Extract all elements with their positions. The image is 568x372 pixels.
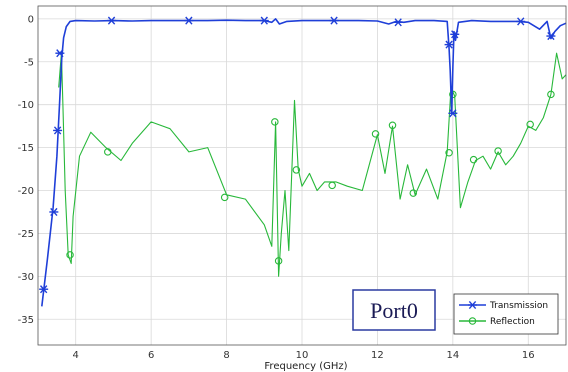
transmission-marker (393, 18, 403, 27)
reflection-line (58, 52, 567, 277)
transmission-marker (39, 285, 49, 294)
y-tick-label: -5 (24, 57, 34, 68)
transmission-marker (107, 16, 117, 25)
x-tick-label: 14 (446, 350, 459, 361)
legend-item-reflection: Reflection (459, 317, 535, 327)
legend-label: Reflection (490, 317, 535, 327)
legend-item-transmission: Transmission (459, 300, 548, 311)
x-tick-label: 8 (223, 350, 229, 361)
legend-label: Transmission (489, 301, 548, 311)
x-tick-label: 4 (73, 350, 79, 361)
y-tick-label: 0 (28, 14, 34, 25)
legend-marker-reflection (468, 317, 477, 325)
y-tick-label: -25 (18, 229, 34, 240)
transmission-marker (55, 49, 65, 58)
y-tick-label: -30 (18, 272, 34, 283)
tick-labels: 4 6 8 10 12 14 16 0 -5 -10 -15 -20 -25 -30 -35 (18, 14, 535, 361)
y-tick-label: -10 (18, 100, 34, 111)
grid (38, 6, 566, 345)
series-reflection (58, 52, 567, 277)
transmission-marker (450, 30, 460, 39)
plot-frame (37, 5, 567, 346)
series-layer (39, 16, 567, 307)
transmission-marker (448, 109, 458, 118)
reflection-marker (271, 118, 279, 126)
reflection-marker (274, 257, 283, 265)
transmission-marker (53, 126, 63, 135)
reflection-marker (371, 130, 380, 138)
reflection-marker (292, 166, 301, 174)
transmission-marker (516, 17, 526, 26)
transmission-marker (444, 40, 454, 49)
reflection-marker (469, 155, 478, 164)
reflection-marker (104, 148, 112, 156)
x-tick-label: 6 (148, 350, 154, 361)
series-transmission (39, 16, 567, 307)
legend: Transmission Reflection (453, 293, 559, 335)
transmission-marker (49, 207, 59, 217)
legend-marker-transmission (468, 300, 477, 310)
x-axis-label: Frequency (GHz) (264, 361, 347, 372)
reflection-marker (526, 120, 534, 129)
reflection-marker (388, 121, 397, 130)
reflection-marker (547, 90, 555, 99)
reflection-marker (328, 181, 336, 190)
transmission-marker (546, 31, 556, 41)
reflection-marker (494, 147, 502, 155)
transmission-marker (329, 16, 339, 25)
x-tick-label: 12 (371, 350, 384, 361)
x-tick-label: 16 (522, 350, 535, 361)
y-tick-label: -20 (18, 186, 34, 197)
annotation-text: Port0 (370, 298, 418, 323)
reflection-marker (66, 251, 74, 259)
transmission-marker (259, 16, 269, 25)
y-tick-label: -35 (18, 315, 34, 326)
reflection-marker (220, 193, 229, 202)
reflection-marker (409, 189, 418, 197)
reflection-marker (445, 149, 453, 157)
y-tick-label: -15 (18, 143, 34, 154)
legend-box (453, 293, 559, 335)
axes (37, 5, 567, 346)
transmission-marker (184, 16, 194, 25)
annotation-box: Port0 (352, 289, 436, 331)
x-tick-label: 10 (296, 350, 309, 361)
